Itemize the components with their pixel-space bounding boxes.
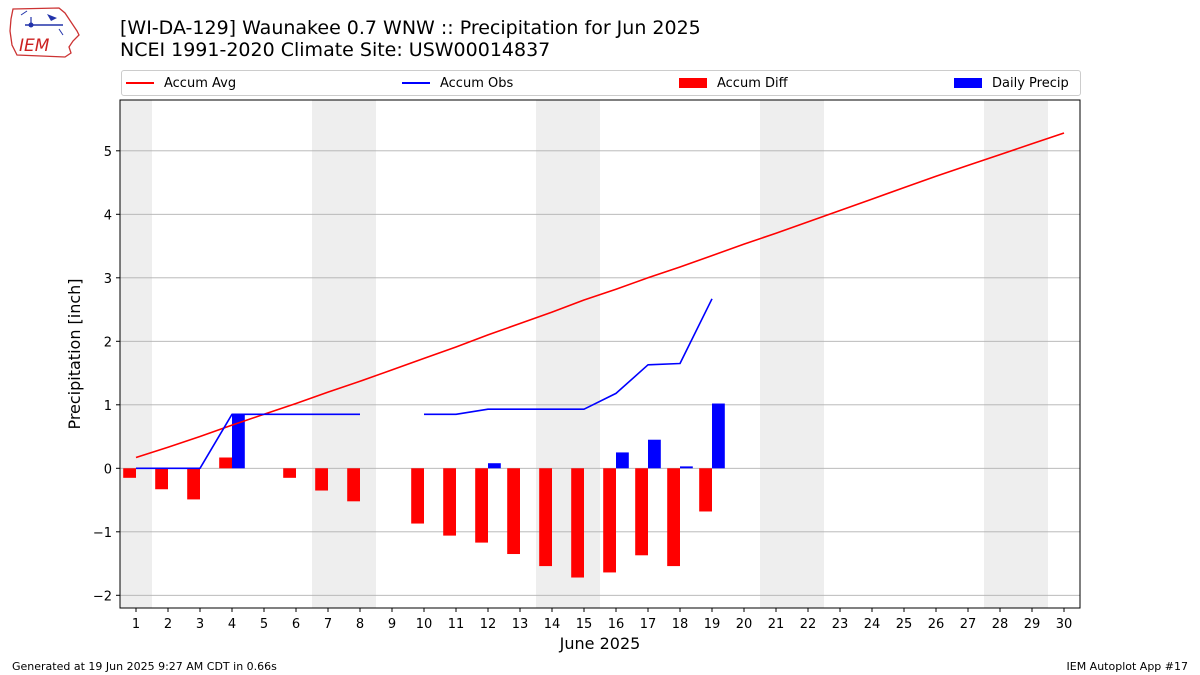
title-line-1: [WI-DA-129] Waunakee 0.7 WNW :: Precipit… (120, 17, 701, 39)
x-tick-label: 9 (388, 617, 396, 632)
bar-accum-diff (507, 468, 520, 555)
logo-text: IEM (19, 36, 50, 56)
y-tick-label: −2 (93, 589, 112, 604)
weekend-shade (312, 100, 376, 608)
y-tick-label: −1 (93, 526, 112, 541)
x-tick-label: 11 (448, 617, 465, 632)
bar-accum-diff (219, 457, 232, 469)
x-tick-label: 13 (512, 617, 529, 632)
legend-swatch-accum-diff (679, 78, 707, 88)
x-tick-label: 18 (672, 617, 689, 632)
x-tick-label: 7 (324, 617, 332, 632)
legend-label-accum-avg: Accum Avg (164, 75, 237, 91)
bar-accum-diff (443, 468, 456, 536)
weekend-shade (120, 100, 152, 608)
y-tick-label: 3 (104, 272, 112, 287)
line-accum-avg (135, 132, 1065, 459)
bar-accum-diff (667, 468, 680, 567)
x-tick-label: 1 (132, 617, 140, 632)
bar-accum-diff (187, 468, 200, 500)
bar-accum-diff (571, 468, 584, 578)
x-tick-label: 14 (544, 617, 561, 632)
legend-swatch-accum-obs (402, 82, 430, 84)
bar-accum-diff (475, 468, 488, 543)
bar-accum-diff (123, 468, 136, 478)
legend-swatch-daily-precip (954, 78, 982, 88)
y-axis-label: Precipitation [inch] (65, 278, 84, 429)
x-tick-label: 2 (164, 617, 172, 632)
footer-app: IEM Autoplot App #17 (1066, 660, 1189, 673)
y-tick-label: 2 (104, 335, 112, 350)
legend-item-accum-avg: Accum Avg (126, 71, 236, 95)
bar-accum-diff (283, 468, 296, 478)
x-tick-label: 12 (480, 617, 497, 632)
x-tick-label: 28 (992, 617, 1009, 632)
y-tick-label: 4 (104, 208, 112, 223)
bar-accum-diff (315, 468, 328, 491)
legend-label-daily-precip: Daily Precip (992, 75, 1069, 91)
bar-daily-precip (616, 452, 629, 469)
legend-item-daily-precip: Daily Precip (954, 71, 1069, 95)
bar-daily-precip (488, 463, 501, 469)
bar-accum-diff (603, 468, 616, 573)
chart-title: [WI-DA-129] Waunakee 0.7 WNW :: Precipit… (120, 17, 701, 61)
x-tick-label: 19 (704, 617, 721, 632)
x-tick-label: 22 (800, 617, 817, 632)
title-line-2: NCEI 1991-2020 Climate Site: USW00014837 (120, 39, 551, 61)
legend-label-accum-diff: Accum Diff (717, 75, 788, 91)
bar-daily-precip (712, 403, 725, 469)
x-tick-label: 20 (736, 617, 753, 632)
plot-frame (119, 99, 1081, 609)
x-tick-label: 24 (864, 617, 881, 632)
bar-daily-precip (648, 439, 661, 469)
x-tick-label: 15 (576, 617, 593, 632)
x-tick-label: 6 (292, 617, 300, 632)
footer-generated: Generated at 19 Jun 2025 9:27 AM CDT in … (12, 660, 277, 673)
line-accum-obs (136, 298, 713, 470)
bar-accum-diff (699, 468, 712, 512)
weekend-shade (760, 100, 824, 608)
x-tick-label: 29 (1024, 617, 1041, 632)
y-tick-label: 5 (104, 145, 112, 160)
x-tick-label: 10 (416, 617, 433, 632)
y-tick-label: 1 (104, 399, 112, 414)
bar-accum-diff (347, 468, 360, 502)
x-tick-label: 30 (1056, 617, 1073, 632)
legend-label-accum-obs: Accum Obs (440, 75, 514, 91)
x-tick-label: 27 (960, 617, 977, 632)
x-tick-label: 17 (640, 617, 657, 632)
x-tick-label: 8 (356, 617, 364, 632)
bar-accum-diff (539, 468, 552, 567)
legend-item-accum-diff: Accum Diff (679, 71, 788, 95)
bar-daily-precip (232, 414, 245, 469)
bar-accum-diff (635, 468, 648, 556)
x-tick-label: 23 (832, 617, 849, 632)
x-tick-label: 3 (196, 617, 204, 632)
x-axis-label: June 2025 (559, 634, 641, 653)
x-tick-label: 21 (768, 617, 785, 632)
iem-logo[interactable]: IEM (7, 5, 81, 59)
x-tick-label: 25 (896, 617, 913, 632)
chart-legend: Accum Avg Accum Obs Accum Diff Daily Pre… (121, 70, 1081, 96)
x-tick-label: 5 (260, 617, 268, 632)
bar-accum-diff (411, 468, 424, 524)
x-tick-label: 26 (928, 617, 945, 632)
legend-swatch-accum-avg (126, 82, 154, 84)
bar-accum-diff (155, 468, 168, 490)
legend-item-accum-obs: Accum Obs (402, 71, 513, 95)
bar-daily-precip (680, 466, 693, 469)
weekend-shade (984, 100, 1048, 608)
x-tick-label: 16 (608, 617, 625, 632)
x-tick-label: 4 (228, 617, 236, 632)
y-tick-label: 0 (104, 462, 112, 477)
